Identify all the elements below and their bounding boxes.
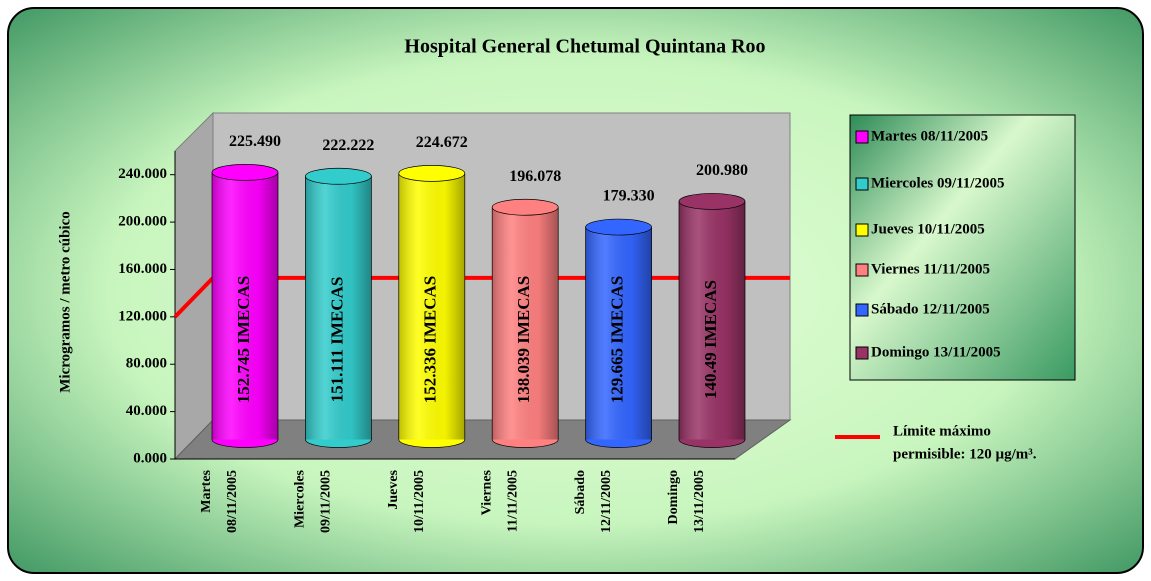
limit-line-side (173, 276, 215, 319)
legend-swatch (855, 303, 869, 317)
cylinder-shade (585, 227, 652, 440)
legend-swatch (855, 177, 869, 191)
cylinder-top (398, 165, 466, 182)
legend-limit-label: permisible: 120 µg/m³. (893, 446, 1037, 462)
x-tick-label: 10/11/2005 (412, 470, 427, 533)
legend-label: Domingo 13/11/2005 (871, 344, 1001, 360)
legend-swatch (855, 130, 869, 144)
y-tick-label: 160.000 (118, 261, 167, 277)
cylinder-top (491, 198, 559, 216)
x-tick-label: 08/11/2005 (225, 470, 240, 533)
cylinder-shade (492, 207, 559, 440)
legend-label: Miercoles 09/11/2005 (871, 175, 1004, 191)
x-tick-label: Jueves (386, 469, 401, 509)
legend-swatch (855, 263, 869, 277)
value-label: 200.980 (696, 162, 748, 179)
inner-label: 151.111 IMECAS (327, 277, 346, 403)
y-tick-label: 200.000 (118, 214, 167, 230)
legend-label: Sábado 12/11/2005 (871, 301, 990, 317)
inner-label: 129.665 IMECAS (608, 276, 627, 404)
cylinder-shade (398, 173, 465, 440)
x-tick-label: 09/11/2005 (319, 470, 334, 533)
legend-limit-label: Límite máximo (893, 423, 991, 439)
inner-label: 152.745 IMECAS (234, 276, 253, 404)
value-label: 224.672 (416, 134, 468, 151)
x-tick-label: 13/11/2005 (692, 470, 707, 533)
cylinder-top (305, 167, 372, 185)
y-tick-label: 40.000 (126, 403, 167, 419)
value-label: 196.078 (509, 168, 561, 185)
value-label: 179.330 (603, 188, 655, 205)
y-tick-label: 80.000 (126, 356, 167, 372)
cylinder-top (678, 193, 746, 210)
y-tick-label: 120.000 (118, 308, 167, 324)
inner-label: 152.336 IMECAS (421, 276, 440, 404)
x-tick-label: 11/11/2005 (505, 470, 520, 532)
y-tick-label: 0.000 (133, 450, 167, 466)
cylinder-shade (679, 201, 745, 440)
x-tick-label: Sábado (573, 470, 588, 514)
legend-label: Martes 08/11/2005 (871, 128, 988, 144)
y-tick-label: 240.000 (118, 166, 167, 182)
value-label: 225.490 (229, 133, 281, 150)
inner-label: 140.49 IMECAS (701, 280, 720, 399)
legend-label: Viernes 11/11/2005 (871, 261, 990, 277)
marks: 0.000 40.000 80.000 120.000 160.000 200.000 24… (118, 128, 1037, 533)
cylinder-top (585, 218, 652, 236)
value-label: 222.222 (322, 137, 374, 154)
cylinder-shade (305, 176, 372, 440)
legend-swatch (855, 223, 869, 237)
legend-box (849, 114, 1076, 381)
x-tick-label: Domingo (666, 470, 681, 524)
x-tick-label: Miercoles (293, 469, 308, 528)
x-tick-label: 12/11/2005 (599, 470, 614, 533)
chart-title: Hospital General Chetumal Quintana Roo (404, 36, 765, 58)
x-tick-label: Martes (199, 469, 214, 512)
legend-swatch (855, 346, 869, 360)
x-tick-label: Viernes (479, 469, 494, 515)
cylinder-top (211, 164, 279, 181)
cylinder-shade (212, 172, 278, 440)
y-axis-label: Microgramos / metro cúbico (57, 211, 73, 392)
legend-label: Jueves 10/11/2005 (871, 221, 985, 237)
inner-label: 138.039 IMECAS (514, 276, 533, 404)
